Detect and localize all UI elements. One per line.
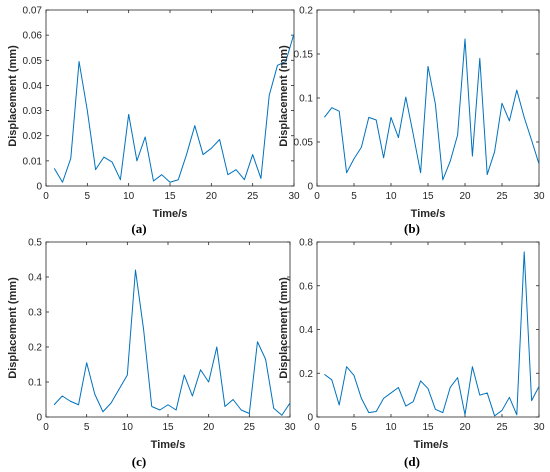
panel-b: 0 5 10 15 20 25 30 0 0.05 0.1 0.15 0.2 Time/s Displ…: [278, 6, 545, 237]
x-tick-label-c: 25: [244, 422, 256, 433]
plot-area-d: 0 5 10 15 20 25 30 0 0.2 0.4 0.6 0.8: [299, 238, 545, 434]
x-tick-label-b: 30: [533, 191, 545, 202]
y-tick-label-a: 0.07: [23, 6, 43, 17]
series-line-c: [53, 269, 291, 416]
y-tick-label-d: 0.6: [299, 281, 313, 292]
x-tick-label-d: 5: [351, 422, 357, 433]
y-tick-label-d: 0.4: [299, 325, 313, 336]
x-tick-label-a: 5: [85, 191, 91, 202]
series-line-d: [324, 251, 540, 417]
plot-area-b: 0 5 10 15 20 25 30 0 0.05 0.1 0.15 0.2: [294, 6, 545, 203]
axes-box-a: [45, 9, 295, 187]
y-tick-label-a: 0.03: [23, 106, 43, 117]
x-tick-label-b: 5: [351, 191, 357, 202]
y-tick-label-c: 0: [36, 413, 42, 424]
y-tick-label-b: 0.2: [299, 6, 313, 17]
x-tick-label-a: 20: [206, 191, 218, 202]
series-line-a: [53, 33, 295, 183]
ylabel-c: Displacement (mm): [7, 277, 19, 379]
x-tick-label-a: 10: [123, 191, 135, 202]
panel-label-b: (b): [404, 221, 420, 236]
y-tick-label-d: 0.8: [299, 238, 313, 249]
y-tick-label-a: 0.01: [23, 156, 43, 167]
ylabel-b: Displacement (mm): [278, 45, 290, 147]
x-tick-label-d: 0: [314, 422, 320, 433]
y-tick-label-d: 0: [307, 413, 313, 424]
plot-area-c: 0 5 10 15 20 25 30 0 0.1 0.2 0.3 0.4 0.5: [28, 238, 296, 434]
series-line-b: [324, 38, 540, 181]
x-tick-label-b: 20: [459, 191, 471, 202]
x-tick-label-c: 15: [162, 422, 174, 433]
ylabel-a: Displacement (mm): [7, 45, 19, 147]
panel-label-c: (c): [132, 454, 146, 469]
ylabel-d: Displacement (mm): [278, 277, 290, 379]
y-tick-label-c: 0.3: [28, 308, 42, 319]
x-tick-label-c: 0: [43, 422, 49, 433]
x-tick-label-a: 25: [247, 191, 259, 202]
panel-d: 0 5 10 15 20 25 30 0 0.2 0.4 0.6 0.8 Time/s Displac…: [278, 238, 545, 470]
x-tick-label-b: 15: [422, 191, 434, 202]
axes-box-c: [45, 241, 291, 418]
y-tick-label-a: 0.04: [23, 81, 43, 92]
axes-box-b: [316, 9, 540, 187]
xlabel-b: Time/s: [411, 208, 446, 220]
x-tick-label-b: 25: [496, 191, 508, 202]
y-tick-label-d: 0.2: [299, 369, 313, 380]
x-tick-label-d: 20: [459, 422, 471, 433]
x-tick-label-a: 15: [164, 191, 176, 202]
panel-a: 0 5 10 15 20 25 30 0 0.01 0.02 0.03 0.04 0.05 0.06 0.0…: [7, 6, 300, 237]
x-tick-label-b: 0: [314, 191, 320, 202]
x-tick-label-b: 10: [385, 191, 397, 202]
y-tick-label-a: 0.06: [23, 31, 43, 42]
x-tick-label-c: 30: [284, 422, 296, 433]
xlabel-a: Time/s: [153, 208, 188, 220]
y-tick-label-c: 0.4: [28, 273, 42, 284]
y-tick-label-b: 0.15: [294, 50, 314, 61]
y-tick-label-b: 0.05: [294, 138, 314, 149]
y-tick-label-c: 0.5: [28, 238, 42, 249]
x-tick-label-c: 20: [203, 422, 215, 433]
x-tick-label-d: 15: [422, 422, 434, 433]
y-tick-label-a: 0: [36, 182, 42, 193]
y-tick-label-b: 0: [307, 182, 313, 193]
xlabel-c: Time/s: [151, 439, 186, 451]
x-tick-label-d: 25: [496, 422, 508, 433]
y-tick-label-c: 0.1: [28, 378, 42, 389]
y-tick-label-a: 0.02: [23, 131, 43, 142]
panel-c: 0 5 10 15 20 25 30 0 0.1 0.2 0.3 0.4 0.5 Time/s Disp…: [7, 238, 296, 470]
y-tick-label-b: 0.1: [299, 94, 313, 105]
panel-label-d: (d): [404, 454, 420, 469]
x-tick-label-a: 0: [43, 191, 49, 202]
x-tick-label-c: 10: [122, 422, 134, 433]
y-tick-label-c: 0.2: [28, 343, 42, 354]
panel-label-a: (a): [131, 221, 146, 236]
xlabel-d: Time/s: [414, 439, 449, 451]
x-tick-label-a: 30: [288, 191, 300, 202]
plot-area-a: 0 5 10 15 20 25 30 0 0.01 0.02 0.03 0.04 0.05 0.06 0.0…: [23, 6, 300, 203]
y-tick-label-a: 0.05: [23, 56, 43, 67]
x-tick-label-c: 5: [84, 422, 90, 433]
axes-box-d: [316, 241, 540, 418]
x-tick-label-d: 10: [385, 422, 397, 433]
x-tick-label-d: 30: [533, 422, 545, 433]
